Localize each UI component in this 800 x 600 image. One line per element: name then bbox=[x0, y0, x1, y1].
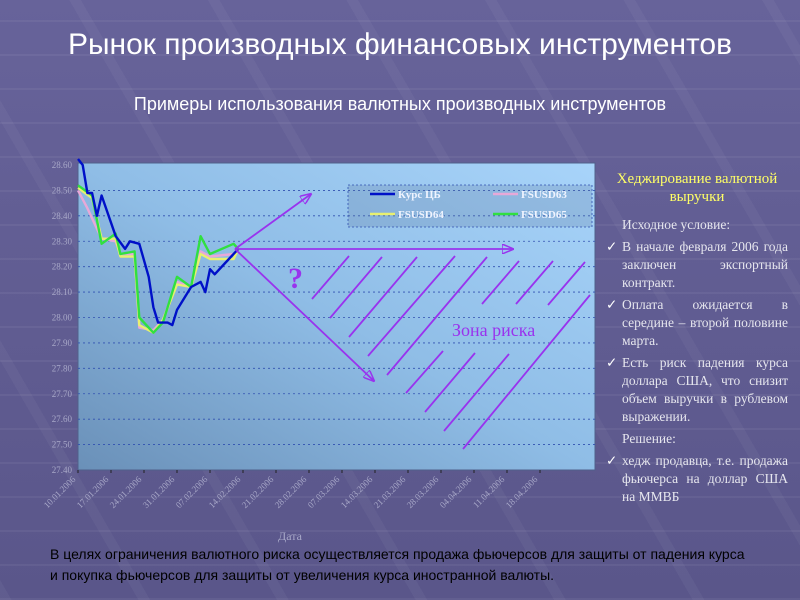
bottom-text: В целях ограничения валютного риска осущ… bbox=[50, 546, 745, 583]
y-tick-label: 28.30 bbox=[52, 236, 73, 246]
y-tick-label: 28.00 bbox=[52, 313, 73, 323]
check-mark-icon: ✓ bbox=[606, 297, 618, 312]
x-tick-label: 10.01.2006 bbox=[42, 474, 78, 510]
y-tick-label: 27.90 bbox=[52, 338, 73, 348]
check-mark-icon: ✓ bbox=[606, 239, 618, 254]
x-tick-label: 21.02.2006 bbox=[240, 474, 276, 510]
up-arrow bbox=[234, 194, 311, 250]
legend-label: FSUSD64 bbox=[398, 209, 444, 221]
solution-label: Решение: bbox=[622, 431, 676, 446]
check-mark-icon: ✓ bbox=[606, 355, 618, 370]
y-tick-label: 27.60 bbox=[52, 414, 73, 424]
legend: Курс ЦБ FSUSD63 FSUSD64 FSUSD65 bbox=[347, 184, 593, 228]
y-tick-label: 27.40 bbox=[52, 465, 73, 475]
x-tick-label: 24.01.2006 bbox=[108, 474, 144, 510]
y-tick-label: 28.50 bbox=[52, 185, 73, 195]
x-tick-label: 14.03.2006 bbox=[339, 474, 375, 510]
y-tick-label: 27.50 bbox=[52, 440, 73, 450]
slide-subtitle: Примеры использования валютных производн… bbox=[133, 94, 667, 114]
y-tick-label: 28.10 bbox=[52, 287, 73, 297]
solution-item: ✓ хедж продавца, т.е. продажа фьючерса на… bbox=[606, 453, 788, 504]
condition-item: ✓ Есть риск падения курса доллара США, чт… bbox=[606, 355, 788, 424]
legend-label: FSUSD65 bbox=[521, 209, 567, 221]
y-tick-label: 27.70 bbox=[52, 389, 73, 399]
x-tick-label: 28.02.2006 bbox=[273, 474, 309, 510]
question-mark: ? bbox=[288, 262, 303, 295]
x-tick-label: 17.01.2006 bbox=[75, 474, 111, 510]
condition-label: Исходное условие: bbox=[622, 217, 731, 232]
x-tick-label: 04.04.2006 bbox=[438, 474, 474, 510]
risk-zone-hatching bbox=[311, 255, 591, 450]
condition-item: ✓ В начале февраля 2006 года заключен экс… bbox=[606, 239, 788, 290]
legend-label: FSUSD63 bbox=[521, 189, 567, 201]
down-arrow bbox=[234, 248, 374, 381]
x-tick-label: 07.03.2006 bbox=[306, 474, 342, 510]
condition-item: ✓ Оплата ожидается в середине – второй по… bbox=[606, 297, 788, 348]
y-tick-label: 28.60 bbox=[52, 160, 73, 170]
hedging-panel: Хеджирование валютной выручки Исходное у… bbox=[606, 170, 788, 510]
x-tick-label: 11.04.2006 bbox=[471, 474, 507, 510]
check-mark-icon: ✓ bbox=[606, 453, 618, 468]
x-tick-label: 21.03.2006 bbox=[372, 474, 408, 510]
x-axis-label: Дата bbox=[278, 529, 303, 543]
forecast-annotation bbox=[234, 194, 591, 450]
x-tick-label: 18.04.2006 bbox=[504, 474, 540, 510]
slide-title: Рынок производных финансовых инструменто… bbox=[67, 28, 733, 61]
x-tick-label: 14.02.2006 bbox=[207, 474, 243, 510]
y-tick-label: 28.20 bbox=[52, 262, 73, 272]
y-tick-label: 28.40 bbox=[52, 211, 73, 221]
legend-label: Курс ЦБ bbox=[398, 189, 441, 201]
y-tick-label: 27.80 bbox=[52, 363, 73, 373]
x-tick-label: 31.01.2006 bbox=[141, 474, 177, 510]
risk-zone-label: Зона риска bbox=[452, 320, 535, 340]
panel-heading: Хеджирование валютной выручки bbox=[616, 171, 778, 205]
x-tick-label: 28.03.2006 bbox=[405, 474, 441, 510]
x-tick-label: 07.02.2006 bbox=[174, 474, 210, 510]
